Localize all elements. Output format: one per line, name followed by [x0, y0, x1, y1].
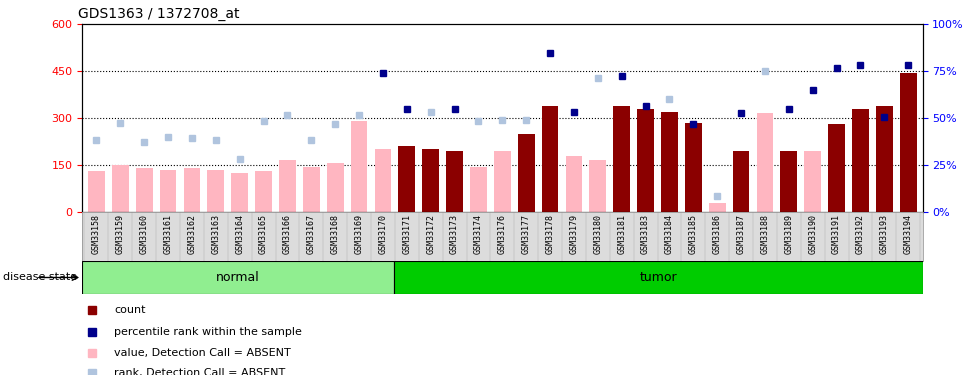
Bar	[709, 202, 725, 212]
Bar	[88, 171, 104, 212]
Text: GSM33168: GSM33168	[330, 214, 340, 254]
Text: value, Detection Call = ABSENT: value, Detection Call = ABSENT	[114, 348, 291, 358]
Bar	[327, 164, 344, 212]
Text: GSM33165: GSM33165	[259, 214, 268, 254]
Bar	[470, 166, 487, 212]
Bar	[255, 171, 271, 212]
Bar	[351, 121, 367, 212]
Bar	[112, 165, 128, 212]
Bar	[900, 73, 917, 212]
Text: GSM33177: GSM33177	[522, 214, 530, 254]
Text: GSM33179: GSM33179	[569, 214, 579, 254]
Text: GSM33176: GSM33176	[497, 214, 507, 254]
Bar	[852, 109, 868, 212]
Text: GSM33170: GSM33170	[379, 214, 387, 254]
Text: GSM33188: GSM33188	[760, 214, 770, 254]
Text: GSM33173: GSM33173	[450, 214, 459, 254]
Text: GSM33178: GSM33178	[546, 214, 554, 254]
Text: GSM33187: GSM33187	[737, 214, 746, 254]
Bar	[518, 134, 534, 212]
Bar	[303, 166, 320, 212]
Bar	[279, 160, 296, 212]
Bar	[398, 146, 415, 212]
Bar	[208, 170, 224, 212]
Text: disease state: disease state	[3, 273, 77, 282]
Text: rank, Detection Call = ABSENT: rank, Detection Call = ABSENT	[114, 368, 285, 375]
Bar	[589, 160, 607, 212]
Text: GSM33174: GSM33174	[474, 214, 483, 254]
Text: GSM33186: GSM33186	[713, 214, 722, 254]
Text: GSM33171: GSM33171	[402, 214, 412, 254]
Text: GSM33181: GSM33181	[617, 214, 626, 254]
Bar	[733, 151, 750, 212]
Text: percentile rank within the sample: percentile rank within the sample	[114, 327, 302, 337]
Bar	[422, 149, 440, 212]
Text: normal: normal	[216, 271, 260, 284]
Text: GSM33172: GSM33172	[426, 214, 436, 254]
Text: GSM33160: GSM33160	[140, 214, 149, 254]
Text: GSM33163: GSM33163	[212, 214, 220, 254]
Bar	[828, 124, 845, 212]
Bar	[394, 261, 923, 294]
Bar	[781, 151, 797, 212]
Text: tumor: tumor	[639, 271, 677, 284]
Bar	[446, 151, 463, 212]
Text: GSM33159: GSM33159	[116, 214, 125, 254]
Text: GSM33183: GSM33183	[641, 214, 650, 254]
Bar	[82, 261, 394, 294]
Text: GSM33184: GSM33184	[665, 214, 674, 254]
Bar	[494, 151, 511, 212]
Text: GSM33164: GSM33164	[235, 214, 244, 254]
Bar	[159, 170, 177, 212]
Bar	[661, 112, 678, 212]
Text: GSM33167: GSM33167	[307, 214, 316, 254]
Bar	[231, 173, 248, 212]
Bar	[805, 151, 821, 212]
Bar	[184, 168, 200, 212]
Text: GSM33192: GSM33192	[856, 214, 865, 254]
Text: GSM33166: GSM33166	[283, 214, 292, 254]
Bar	[685, 123, 701, 212]
Bar	[756, 113, 774, 212]
Text: GSM33161: GSM33161	[163, 214, 173, 254]
Text: GDS1363 / 1372708_at: GDS1363 / 1372708_at	[78, 7, 240, 21]
Bar	[876, 106, 893, 212]
Text: GSM33190: GSM33190	[809, 214, 817, 254]
Text: GSM33194: GSM33194	[904, 214, 913, 254]
Bar	[613, 106, 630, 212]
Text: GSM33185: GSM33185	[689, 214, 697, 254]
Text: GSM33193: GSM33193	[880, 214, 889, 254]
Bar	[542, 106, 558, 212]
Text: GSM33169: GSM33169	[355, 214, 363, 254]
Text: GSM33180: GSM33180	[593, 214, 603, 254]
Text: GSM33189: GSM33189	[784, 214, 793, 254]
Bar	[565, 156, 582, 212]
Text: GSM33162: GSM33162	[187, 214, 196, 254]
Text: count: count	[114, 305, 146, 315]
Text: GSM33191: GSM33191	[832, 214, 841, 254]
Bar	[136, 168, 153, 212]
Bar	[375, 149, 391, 212]
Text: GSM33158: GSM33158	[92, 214, 100, 254]
Bar	[638, 109, 654, 212]
